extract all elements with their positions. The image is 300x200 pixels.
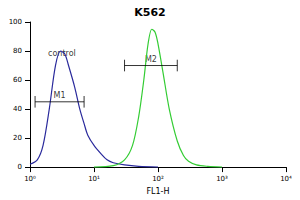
- svg-text:80: 80: [13, 47, 22, 55]
- svg-text:40: 40: [13, 105, 22, 113]
- svg-text:10¹: 10¹: [88, 175, 100, 183]
- svg-text:0: 0: [18, 163, 22, 171]
- svg-text:FL1-H: FL1-H: [146, 187, 169, 196]
- svg-text:10⁴: 10⁴: [280, 175, 292, 183]
- svg-text:M2: M2: [144, 55, 157, 64]
- svg-text:10²: 10²: [152, 175, 164, 183]
- svg-text:control: control: [48, 49, 76, 58]
- svg-text:100: 100: [9, 18, 22, 26]
- svg-text:20: 20: [13, 134, 22, 142]
- svg-text:10³: 10³: [216, 175, 228, 183]
- svg-text:M1: M1: [54, 91, 66, 100]
- svg-text:K562: K562: [134, 6, 166, 19]
- svg-text:10⁰: 10⁰: [24, 175, 36, 183]
- svg-text:60: 60: [13, 76, 22, 84]
